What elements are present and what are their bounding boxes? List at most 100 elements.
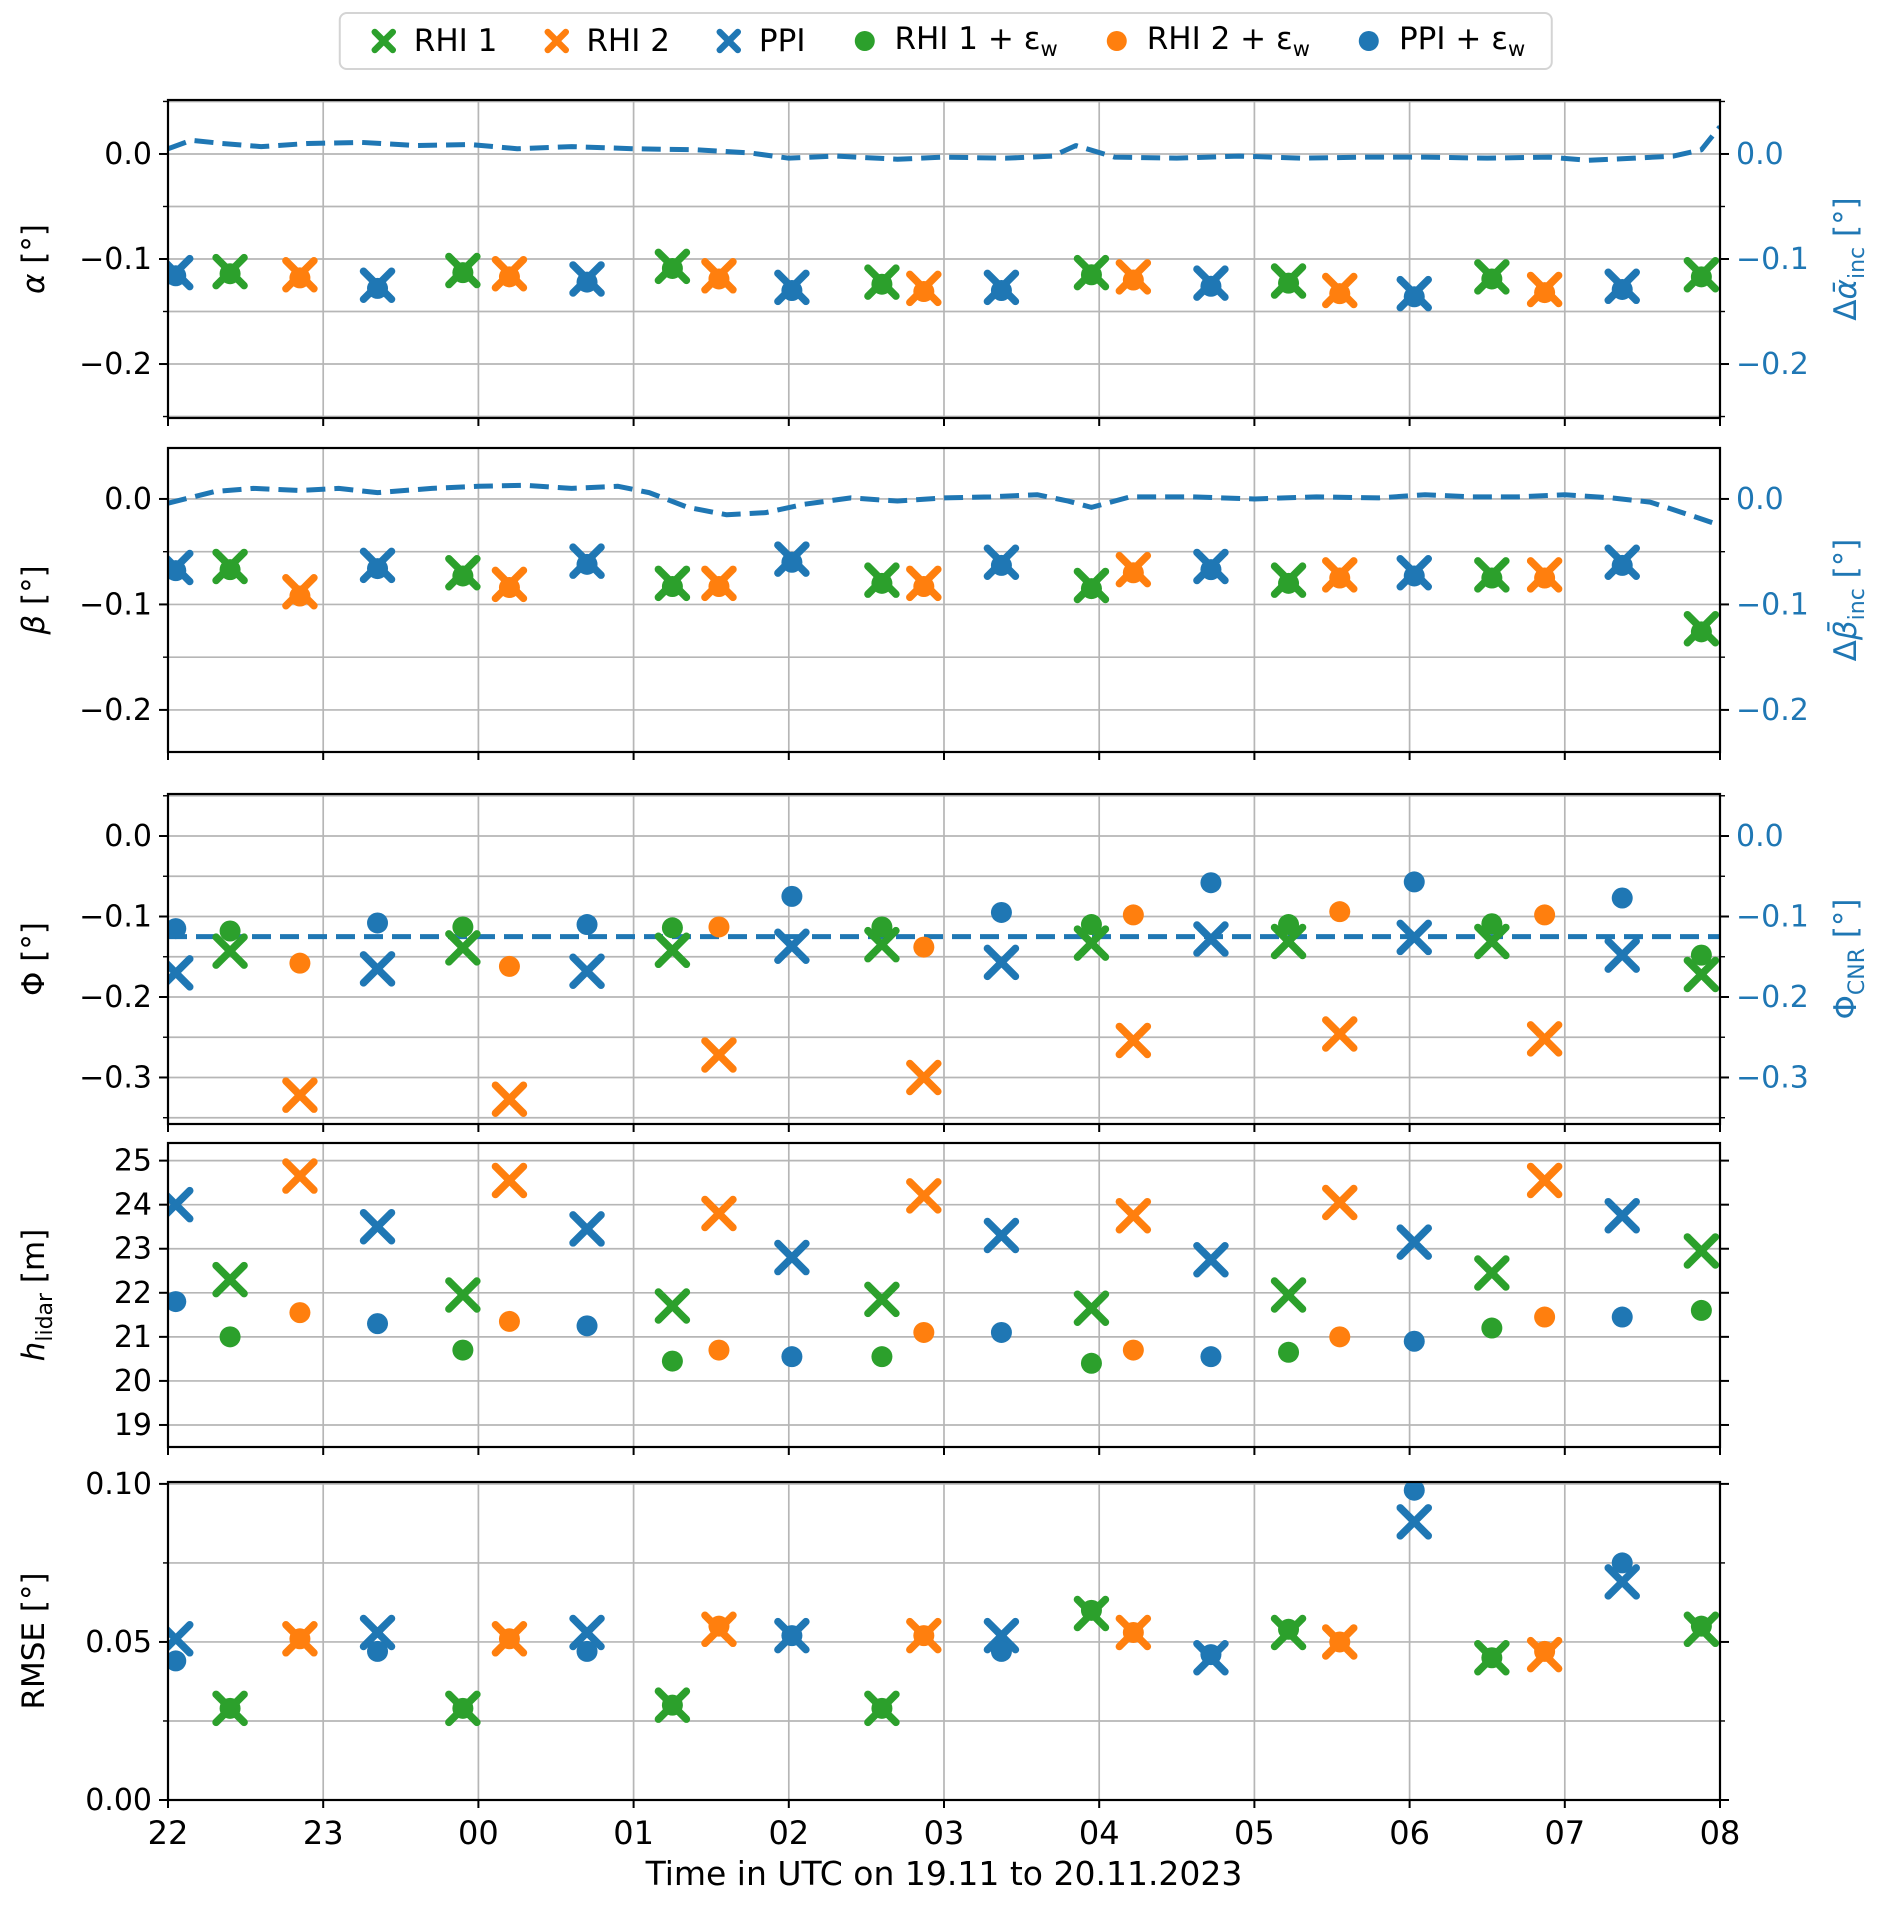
y-tick-label: 0.0 [104,819,152,854]
x-tick-label: 23 [303,1814,344,1852]
legend-item-ppiw: PPI + εw [1352,21,1525,61]
right-y-tick-label: 0.0 [1736,137,1784,172]
ticks [159,795,1729,1132]
series-rhi-2-w [289,562,1556,607]
gridlines [168,1482,1720,1801]
series-rhi-1 [212,1233,1720,1326]
legend-item-rhi-1: RHI 1 [367,23,498,60]
y-axis-label-alpha: α [°] [16,224,52,294]
series-ppi-w [168,871,1633,940]
series-ppi-w [168,551,1633,587]
series-rhi-1 [212,548,1720,647]
series-rhi-2 [282,1158,1563,1234]
y-tick-label: −0.2 [79,980,152,1015]
x-tick-label: 00 [458,1814,499,1852]
dashed-line-beta [168,482,1720,528]
legend-item-label: RHI 2 [586,23,670,60]
series-rhi-1-w [219,257,1712,295]
x-tick-label: 08 [1700,1814,1741,1852]
right-y-tick-label: −0.1 [1736,900,1809,935]
right-y-tick-label: −0.3 [1736,1060,1809,1095]
series-rhi-1 [212,923,1720,993]
series-ppi-w [168,265,1633,308]
y-tick-label: −0.1 [79,587,152,622]
legend-item-label: RHI 1 + εw [894,21,1058,62]
subplot-h_lidar: 25 24 23 22 21 20 19 [114,1141,1729,1455]
y-tick-label: 24 [114,1188,152,1223]
legend-item-rhi-2: RHI 2 [539,23,670,59]
y-axis-label-phi: Φ [°] [16,922,52,996]
series-rhi-1-w [219,559,1712,643]
dot-marker-icon [1106,31,1127,52]
y-tick-label: 0.0 [104,482,152,517]
y-tick-label: 0.05 [85,1625,152,1660]
series-ppi-w [168,1291,1633,1368]
right-y-tick-label: −0.2 [1736,693,1809,728]
x-marker-icon [716,28,742,54]
x-tick-label: 03 [924,1814,965,1852]
series-rhi-2-w [289,1302,1556,1361]
gridlines [168,794,1720,1124]
gridlines [168,1143,1720,1447]
legend-item-rhi-1w: RHI 1 + εw [847,21,1058,62]
gridlines [168,100,1720,418]
series-rhi-2-w [289,1615,1556,1662]
y-tick-label: −0.1 [79,900,152,935]
legend-item-rhi-2w: RHI 2 + εw [1100,21,1310,61]
ticks [159,497,1729,760]
right-y-axis-label-alpha: Δᾱinc [°] [1828,197,1870,320]
right-y-tick-label: 0.0 [1736,482,1784,517]
series-rhi-2-w [289,266,1556,305]
y-tick-label: 22 [114,1276,152,1311]
series-rhi-1-w [219,913,1712,966]
x-marker-icon [544,28,569,54]
legend-item-ppi: PPI [712,23,806,60]
dot-marker-icon [1358,31,1379,52]
series-rhi-2-w [289,901,1556,977]
series-rhi-1-w [219,1599,1712,1719]
y-axis-label-h_lidar: hlidar [m] [16,1229,58,1362]
series-ppi-w [168,1482,1633,1672]
y-tick-label: 20 [114,1364,152,1399]
ticks [159,1159,1729,1455]
right-y-tick-label: −0.1 [1736,587,1809,622]
dashed-line-alpha [168,125,1720,163]
series-rhi-2 [282,1016,1563,1117]
y-tick-label: 0.0 [104,137,152,172]
subplot-alpha: 0.0 0.0 −0.1 −0.1 −0.2 −0.2 [79,98,1809,426]
y-tick-label: −0.1 [79,242,152,277]
y-tick-label: −0.2 [79,347,152,382]
y-tick-label: −0.3 [79,1060,152,1095]
right-y-tick-label: −0.2 [1736,347,1809,382]
x-marker-icon [371,28,397,54]
y-tick-label: −0.2 [79,693,152,728]
series-ppi [168,919,1640,991]
subplot-beta: 0.0 0.0 −0.1 −0.1 −0.2 −0.2 [79,446,1809,760]
legend-item-label: RHI 2 + εw [1146,21,1310,62]
dot-marker-icon [854,31,875,52]
y-axis-label-rmse: RMSE [°] [16,1572,52,1709]
ticks [159,100,1729,426]
legend-item-label: PPI + εw [1398,21,1526,62]
right-y-tick-label: 0.0 [1736,819,1784,854]
right-y-axis-label-phi: ΦCNR [°] [1828,898,1870,1019]
y-tick-label: 19 [114,1408,152,1443]
y-tick-label: 23 [114,1232,152,1267]
gridlines [168,448,1720,752]
subplot-phi: 0.0 0.0 −0.1 −0.1 −0.2 −0.2 −0.3 −0.3 [79,792,1809,1132]
x-tick-label: 01 [613,1814,654,1852]
x-tick-label: 04 [1079,1814,1120,1852]
series-ppi [168,1186,1640,1278]
right-y-tick-label: −0.2 [1736,980,1809,1015]
y-axis-label-beta: β [°] [16,565,52,635]
x-axis-label: Time in UTC on 19.11 to 20.11.2023 [645,1854,1243,1893]
x-tick-label: 06 [1389,1814,1430,1852]
series-rhi-1-w [219,1299,1712,1374]
legend-item-label: PPI [758,23,806,60]
legend-item-label: RHI 1 [413,23,498,60]
legend: RHI 1 RHI 2 PPI RHI 1 + εw RHI 2 + εw PPI + ε… [338,12,1554,71]
right-y-axis-label-beta: Δβ̄inc [°] [1827,539,1870,662]
y-tick-label: 21 [114,1320,152,1355]
